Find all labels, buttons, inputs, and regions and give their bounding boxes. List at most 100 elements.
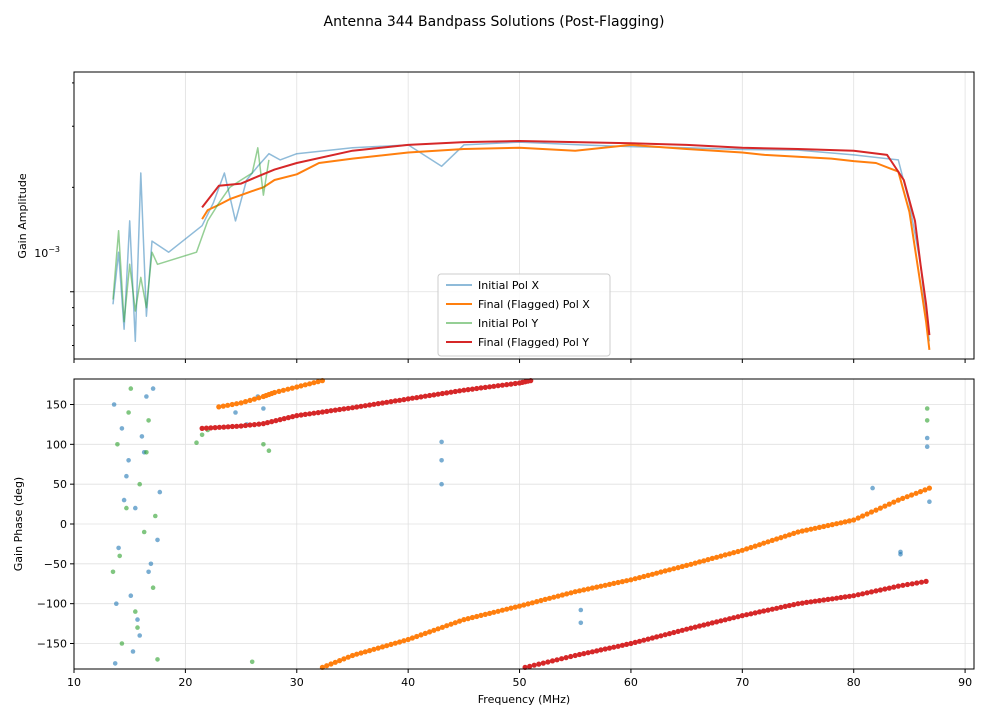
phase-point-3 <box>431 392 437 398</box>
phase-point-0 <box>578 620 584 626</box>
phase-point-1 <box>917 489 924 495</box>
phase-point-1 <box>525 601 531 607</box>
phase-point-3 <box>203 425 209 431</box>
phase-point-3 <box>341 406 347 412</box>
phase-xtick-label: 50 <box>513 676 527 689</box>
phase-point-1 <box>418 632 424 638</box>
phase-point-1 <box>242 399 249 405</box>
phase-point-3 <box>401 397 407 403</box>
phase-point-3 <box>636 638 643 644</box>
phase-xtick-label: 10 <box>67 676 81 689</box>
phase-point-3 <box>821 597 827 603</box>
phase-point-1 <box>576 588 583 594</box>
phase-point-1 <box>247 397 253 403</box>
phase-point-1 <box>271 389 278 396</box>
phase-point-0 <box>133 505 138 511</box>
phase-point-1 <box>909 492 915 498</box>
phase-ytick-label: −100 <box>37 598 67 611</box>
phase-point-3 <box>229 423 235 430</box>
phase-point-3 <box>581 651 587 657</box>
phase-point-3 <box>786 602 793 609</box>
phase-ytick-label: 50 <box>53 478 67 491</box>
phase-point-3 <box>444 390 450 396</box>
phase-point-1 <box>529 600 536 606</box>
phase-point-3 <box>662 632 668 638</box>
phase-point-0 <box>157 489 163 495</box>
phase-point-1 <box>234 401 240 407</box>
phase-point-3 <box>851 593 857 599</box>
phase-point-1 <box>461 617 467 623</box>
phase-point-2 <box>146 418 151 423</box>
legend-box <box>437 273 611 357</box>
phase-point-3 <box>448 389 454 395</box>
phase-point-3 <box>549 658 556 664</box>
phase-point-3 <box>846 593 853 599</box>
phase-point-2 <box>199 432 205 438</box>
phase-point-1 <box>688 561 694 567</box>
phase-point-3 <box>311 410 317 416</box>
phase-point-3 <box>269 419 275 425</box>
amplitude-series <box>112 140 931 351</box>
phase-point-2 <box>110 569 116 575</box>
phase-point-3 <box>900 582 906 588</box>
phase-point-2 <box>924 406 930 411</box>
phase-point-1 <box>619 579 626 585</box>
phase-xtick-label: 90 <box>958 676 972 689</box>
phase-point-1 <box>504 606 510 612</box>
phase-point-1 <box>495 608 501 614</box>
phase-point-1 <box>401 638 407 644</box>
phase-point-1 <box>229 401 235 408</box>
phase-point-2 <box>249 659 255 665</box>
phase-point-3 <box>718 618 724 624</box>
phase-point-1 <box>546 595 553 601</box>
phase-point-3 <box>804 599 810 606</box>
phase-point-1 <box>701 558 707 564</box>
phase-point-1 <box>452 620 458 626</box>
legend-label-initial-pol-y: Initial Pol Y <box>478 317 538 330</box>
phase-point-0 <box>112 661 118 666</box>
phase-point-3 <box>829 596 835 602</box>
phase-point-1 <box>752 543 758 549</box>
phase-point-1 <box>358 650 364 656</box>
phase-point-1 <box>886 501 892 507</box>
legend-label-final-pol-y: Final (Flagged) Pol Y <box>478 336 589 349</box>
phase-point-1 <box>422 630 428 637</box>
phase-point-3 <box>748 611 754 617</box>
phase-point-3 <box>531 662 537 668</box>
phase-point-1 <box>855 515 861 521</box>
phase-point-1 <box>641 573 647 580</box>
phase-point-1 <box>220 403 226 409</box>
phase-point-3 <box>285 415 291 421</box>
phase-point-1 <box>868 509 875 515</box>
phase-point-1 <box>487 610 493 617</box>
phase-point-3 <box>461 387 467 393</box>
phase-point-1 <box>877 505 884 511</box>
phase-point-2 <box>115 442 120 447</box>
amplitude-series-2 <box>112 147 270 323</box>
phase-point-1 <box>512 604 518 610</box>
phase-point-3 <box>594 648 600 654</box>
phase-point-1 <box>294 384 300 390</box>
legend: Initial Pol X Final (Flagged) Pol X Init… <box>437 273 611 357</box>
phase-point-3 <box>722 617 728 623</box>
phase-point-0 <box>111 402 117 407</box>
phase-point-3 <box>414 395 420 401</box>
phase-point-3 <box>371 401 377 407</box>
phase-point-3 <box>679 627 685 633</box>
phase-point-3 <box>375 401 381 407</box>
phase-point-1 <box>375 645 381 651</box>
phase-point-1 <box>589 585 596 591</box>
phase-point-3 <box>540 660 546 666</box>
phase-point-3 <box>457 388 463 394</box>
phase-point-1 <box>392 640 398 646</box>
phase-point-1 <box>895 497 901 503</box>
phase-point-0 <box>924 444 930 450</box>
phase-point-3 <box>688 625 694 631</box>
phase-point-3 <box>882 586 888 592</box>
phase-point-3 <box>281 416 287 422</box>
phase-point-3 <box>367 402 373 408</box>
phase-point-1 <box>534 599 540 605</box>
phase-point-3 <box>914 580 920 586</box>
phase-point-1 <box>289 385 295 391</box>
phase-point-3 <box>778 604 784 610</box>
